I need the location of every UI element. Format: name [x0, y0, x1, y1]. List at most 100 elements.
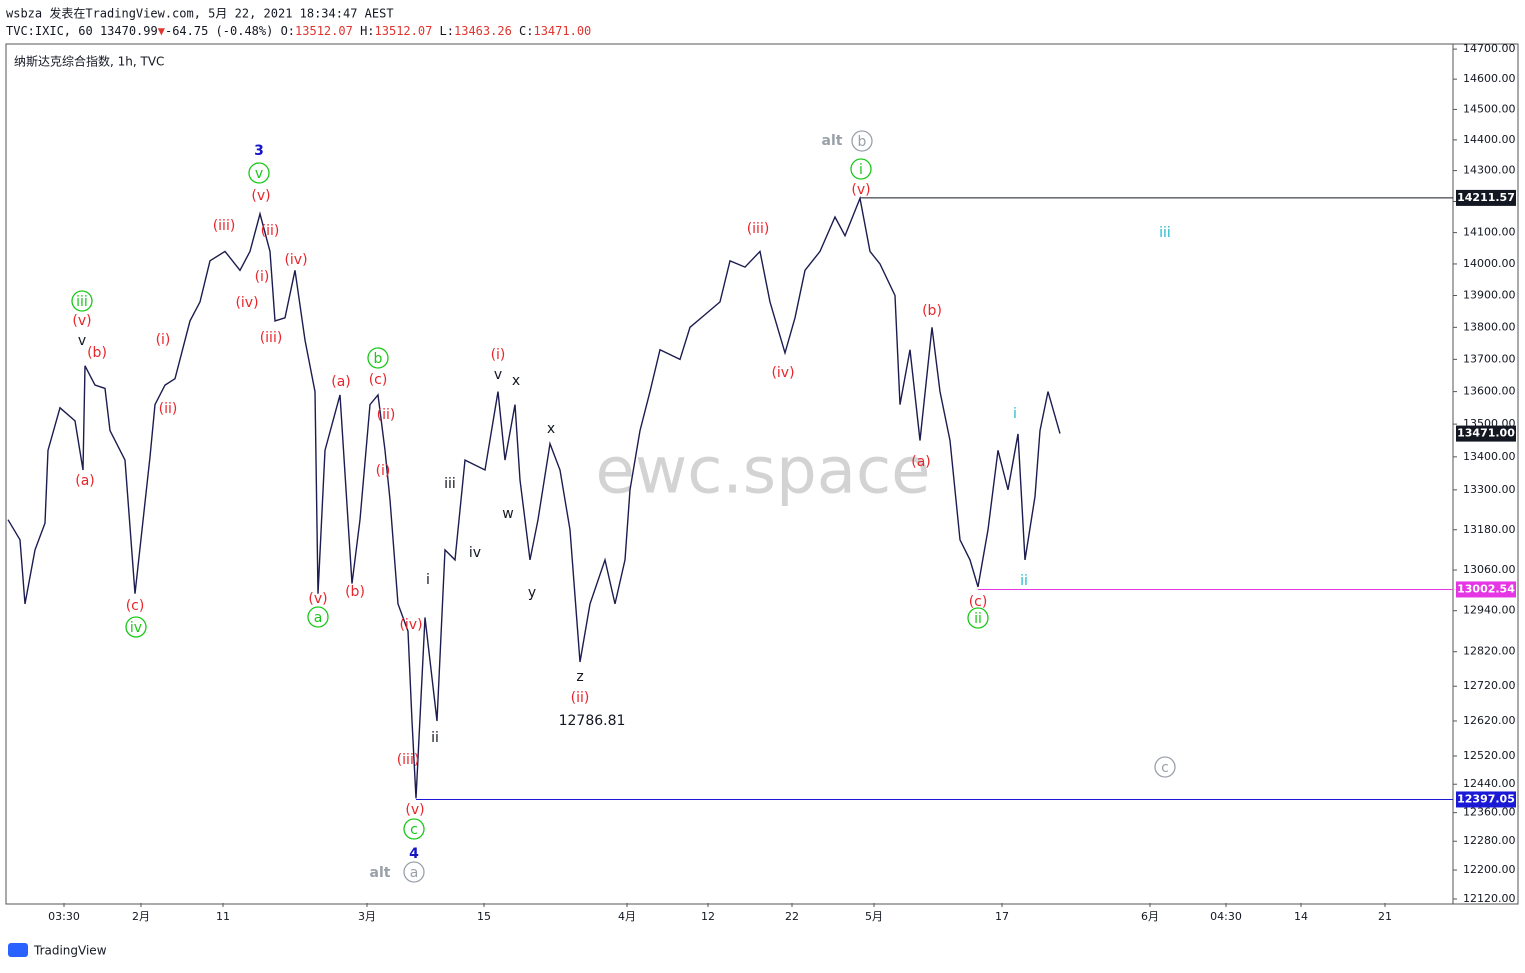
y-tick-label: 13060.00 — [1463, 563, 1516, 576]
wave-label: (ii) — [159, 401, 178, 417]
wave-circle — [851, 130, 873, 152]
y-tick-label: 12620.00 — [1463, 714, 1516, 727]
wave-label: (b) — [87, 345, 107, 361]
wave-circle — [1154, 756, 1176, 778]
wave-label: ii — [431, 730, 439, 746]
wave-label: (c) — [369, 372, 388, 388]
x-tick-label: 4月 — [618, 910, 636, 923]
x-tick-label: 12 — [701, 910, 715, 923]
wave-label: iii — [444, 476, 456, 492]
wave-label: i — [426, 572, 430, 588]
wave-label: i — [859, 162, 863, 178]
wave-label: v — [255, 166, 263, 182]
wave-label: iii — [1159, 225, 1171, 241]
header-quote: TVC:IXIC, 60 13470.99▼-64.75 (-0.48%) O:… — [6, 24, 591, 38]
y-tick-label: 12940.00 — [1463, 604, 1516, 617]
wave-label: a — [314, 610, 323, 626]
wave-label: ii — [1020, 573, 1028, 589]
wave-label: (iii) — [213, 218, 236, 234]
h-label: H: — [360, 24, 374, 38]
c-label: C: — [519, 24, 533, 38]
x-tick-label: 03:30 — [48, 910, 80, 923]
price-line — [7, 195, 1061, 799]
wave-label: (i) — [491, 347, 506, 363]
wave-circle — [71, 290, 93, 312]
x-tick-label: 6月 — [1141, 910, 1159, 923]
wave-label: (ii) — [377, 407, 396, 423]
wave-circle — [850, 158, 872, 180]
wave-label: b — [858, 134, 867, 150]
x-tick-label: 17 — [995, 910, 1009, 923]
y-tick-label: 12280.00 — [1463, 834, 1516, 847]
wave-label: (a) — [75, 473, 95, 489]
x-tick-label: 15 — [477, 910, 491, 923]
y-tick-label: 14500.00 — [1463, 102, 1516, 115]
high: 13512.07 — [375, 24, 433, 38]
wave-label: (a) — [331, 374, 351, 390]
y-tick-label: 13600.00 — [1463, 385, 1516, 398]
y-tick-label: 14400.00 — [1463, 133, 1516, 146]
price: 13470.99 — [100, 24, 158, 38]
wave-label: (i) — [376, 463, 391, 479]
y-tick-label: 12440.00 — [1463, 777, 1516, 790]
y-tick-label: 13900.00 — [1463, 289, 1516, 302]
wave-label: (v) — [308, 591, 327, 607]
y-tick-label: 12200.00 — [1463, 863, 1516, 876]
x-tick-label: 22 — [785, 910, 799, 923]
o-label: O: — [281, 24, 295, 38]
wave-label: (iv) — [399, 617, 422, 633]
y-tick-label: 14600.00 — [1463, 72, 1516, 85]
x-tick-label: 14 — [1294, 910, 1308, 923]
watermark: ewc.space — [596, 435, 931, 509]
wave-label: i — [1013, 406, 1017, 422]
price-tag — [1456, 189, 1516, 206]
wave-label: (i) — [156, 332, 171, 348]
wave-label: (iv) — [771, 365, 794, 381]
close: 13471.00 — [533, 24, 591, 38]
l-label: L: — [440, 24, 454, 38]
wave-label: (b) — [922, 303, 942, 319]
wave-label: v — [78, 333, 86, 349]
tv-logo — [8, 943, 28, 957]
price-tag — [1456, 581, 1516, 598]
symbol: TVC:IXIC, 60 — [6, 24, 93, 38]
wave-label: (v) — [251, 188, 270, 204]
wave-label: (iii) — [747, 221, 770, 237]
y-tick-label: 13800.00 — [1463, 320, 1516, 333]
wave-label: ii — [974, 611, 982, 627]
wave-label: (ii) — [261, 223, 280, 239]
y-tick-label: 14100.00 — [1463, 226, 1516, 239]
chart-title: 纳斯达克综合指数, 1h, TVC — [14, 54, 164, 69]
wave-label: (v) — [72, 313, 91, 329]
x-tick-label: 3月 — [358, 910, 376, 923]
price-tag-label: 13471.00 — [1457, 427, 1515, 440]
wave-label: 4 — [409, 846, 419, 862]
x-tick-label: 04:30 — [1210, 910, 1242, 923]
change: -64.75 (-0.48%) — [165, 24, 273, 38]
price-tag-label: 12397.05 — [1457, 792, 1515, 805]
price-tag — [1456, 425, 1516, 442]
y-tick-label: 14700.00 — [1463, 42, 1516, 55]
arrow: ▼ — [158, 24, 166, 38]
wave-label: (ii) — [571, 690, 590, 706]
x-tick-label: 11 — [216, 910, 230, 923]
wave-label: (a) — [911, 454, 931, 470]
y-tick-label: 14000.00 — [1463, 257, 1516, 270]
wave-label: (c) — [126, 598, 145, 614]
price-tag-label: 13002.54 — [1457, 582, 1515, 595]
wave-circle — [403, 861, 425, 883]
wave-label: (iv) — [235, 295, 258, 311]
wave-label: (iii) — [397, 752, 420, 768]
x-tick-label: 5月 — [865, 910, 883, 923]
header-line: wsbza 发表在TradingView.com, 5月 22, 2021 18… — [6, 6, 394, 21]
wave-label: 3 — [254, 143, 264, 159]
y-tick-label: 12720.00 — [1463, 679, 1516, 692]
wave-label: x — [547, 421, 555, 437]
y-tick-label: 12120.00 — [1463, 892, 1516, 905]
wave-label: iv — [469, 545, 481, 561]
footer: TradingView — [33, 944, 107, 958]
wave-label: (c) — [969, 594, 988, 610]
wave-label: alt — [370, 865, 391, 881]
wave-label: (b) — [345, 584, 365, 600]
